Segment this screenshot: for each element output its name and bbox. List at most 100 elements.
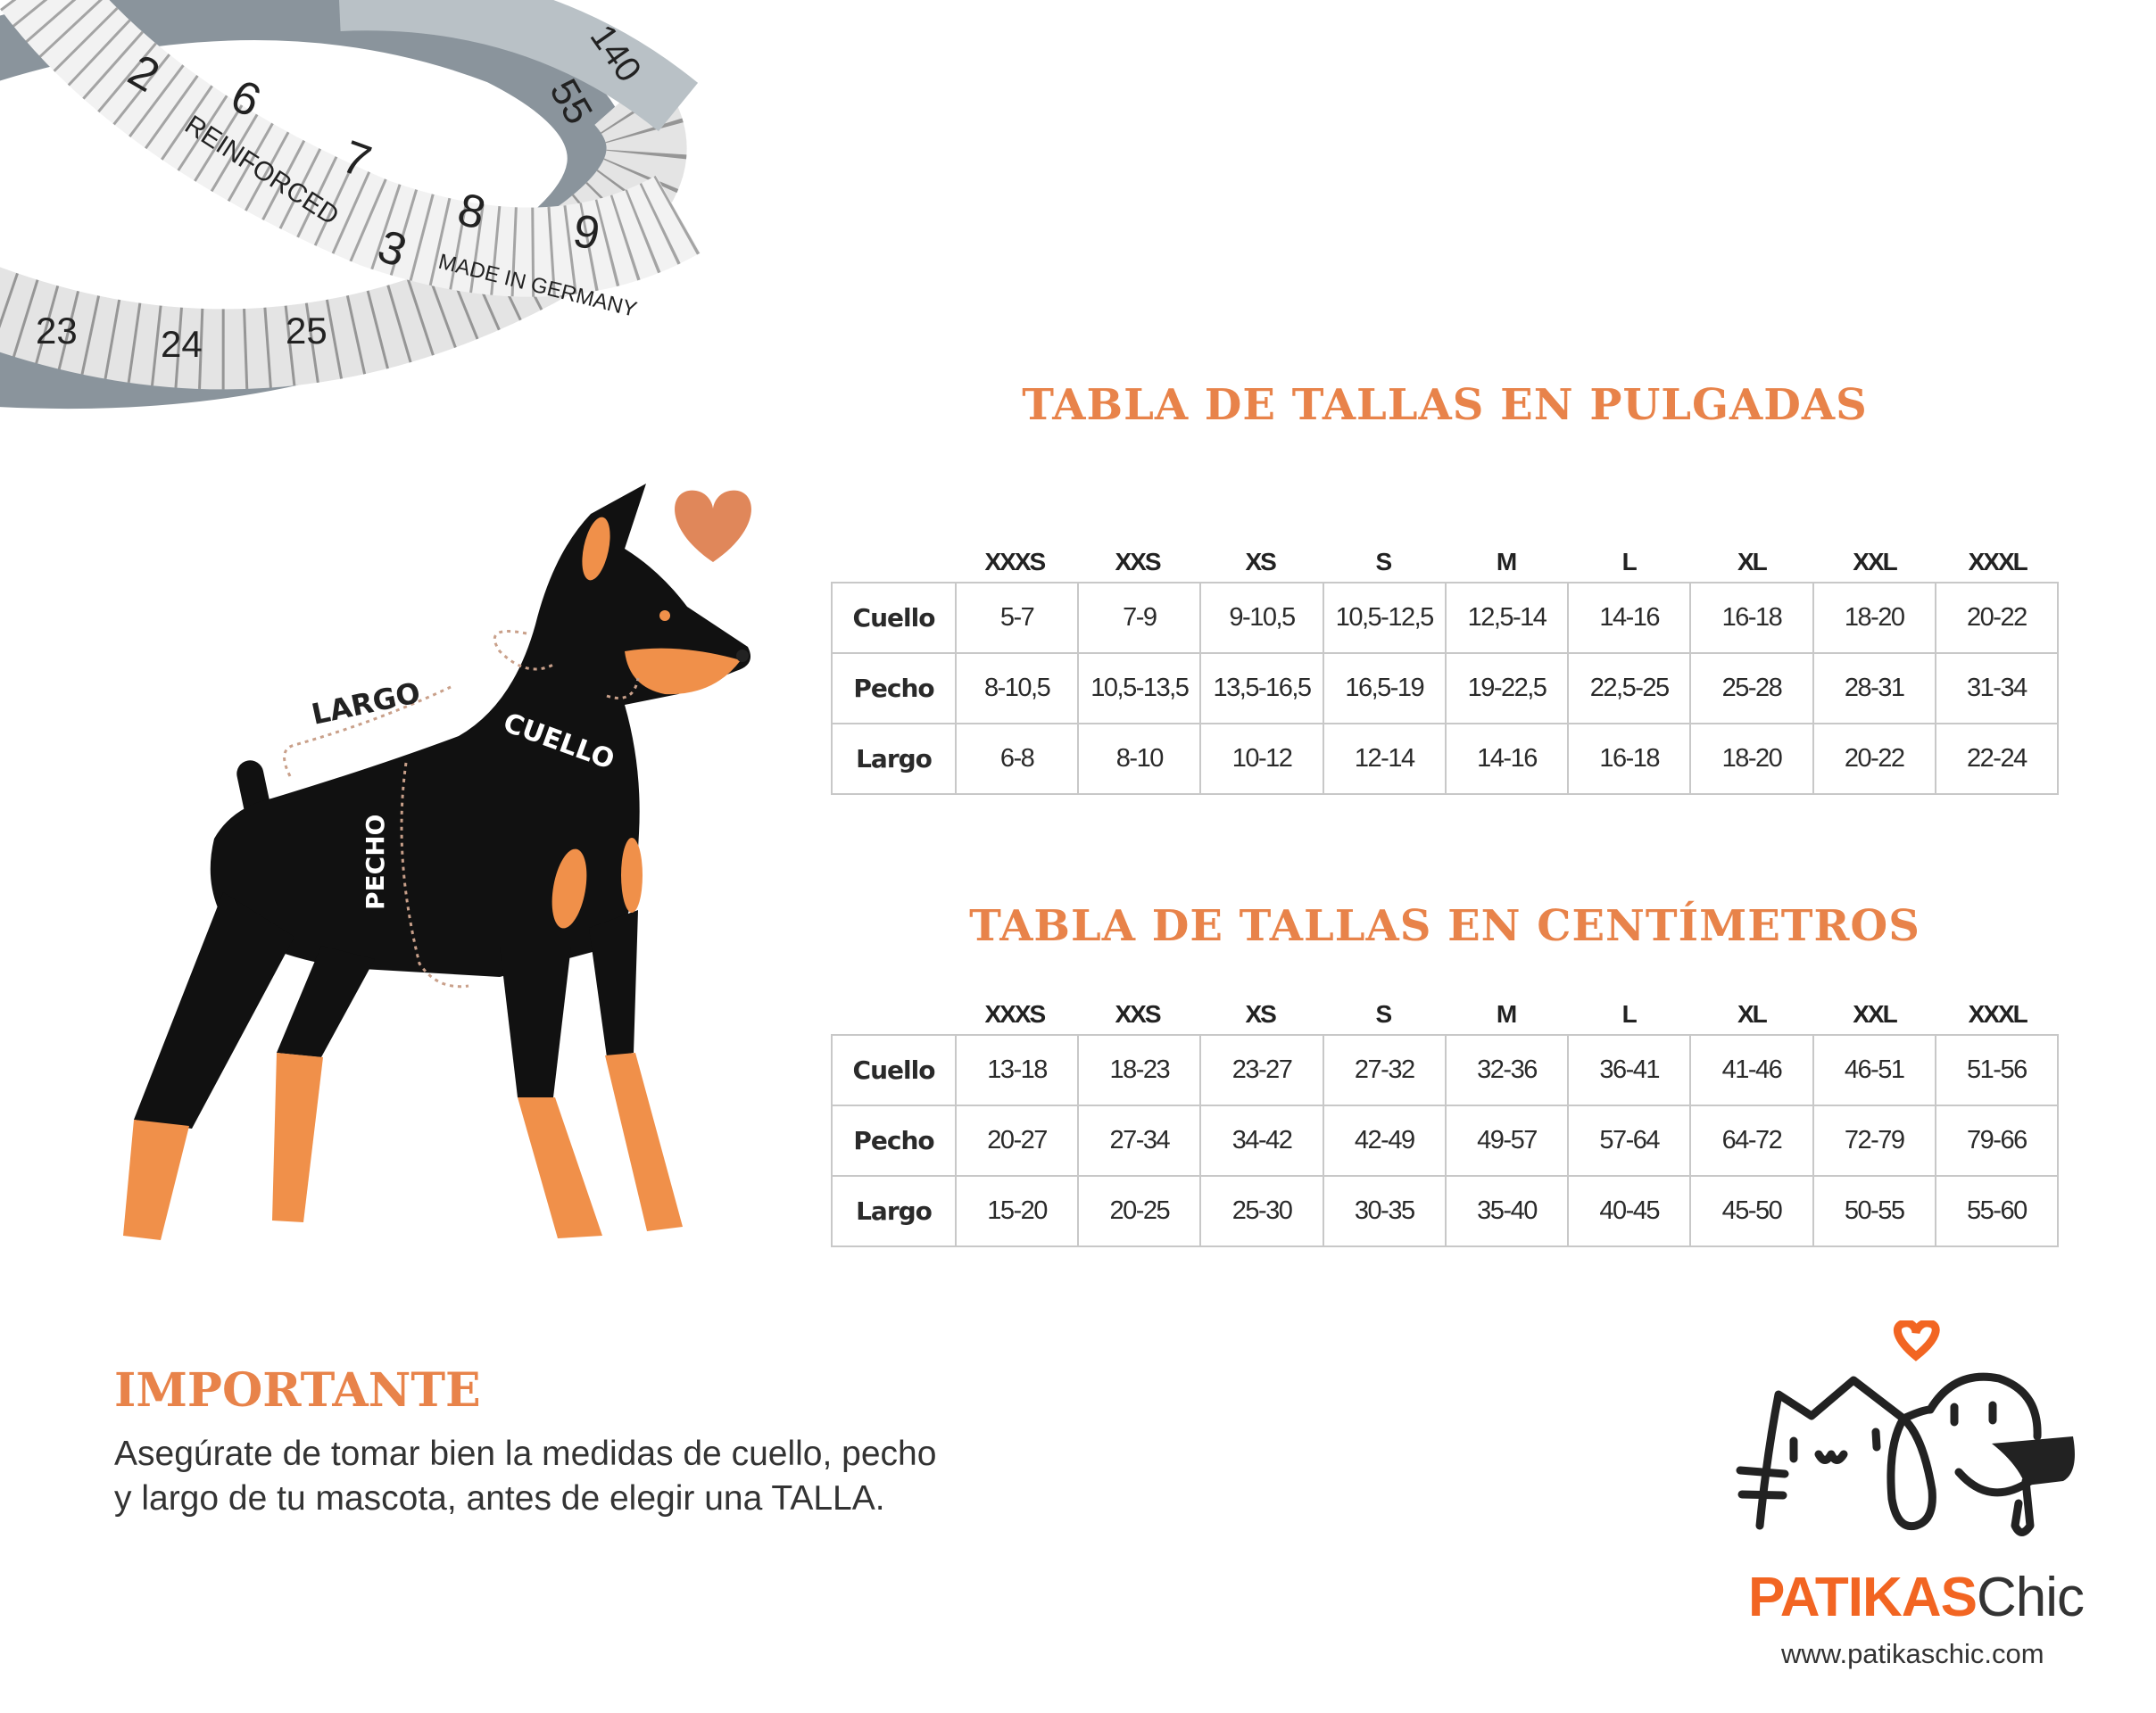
tape-band-top — [339, 0, 699, 132]
tape-band-front — [0, 0, 701, 297]
column-header: XXL — [1853, 548, 1897, 575]
logo-cat-dog-icon — [1736, 1372, 2042, 1536]
important-title: IMPORTANTE — [114, 1363, 481, 1418]
patikaschic-logo-drawing — [1736, 1320, 2075, 1536]
tape-measure-image: REINFORCED MADE IN GERMANY 2 3 6 7 8 9 2… — [0, 0, 701, 410]
row-label: Cuello — [852, 1055, 936, 1085]
table-cell: 13,5-16,5 — [1199, 654, 1322, 723]
table-cell: 28-31 — [1812, 654, 1935, 723]
table-cell: 20-22 — [1934, 583, 2057, 652]
table-cell: 72-79 — [1812, 1106, 1935, 1175]
column-header: XL — [1737, 548, 1768, 575]
row-label: Largo — [856, 1196, 933, 1226]
column-header: S — [1375, 1000, 1392, 1028]
table-row: Largo 15-20 20-25 25-30 30-35 35-40 40-45 45-50… — [833, 1175, 2057, 1245]
table-cell: 35-40 — [1444, 1177, 1567, 1245]
table-cell: 7-9 — [1077, 583, 1199, 652]
table-cell: 14-16 — [1567, 583, 1689, 652]
column-header: XXXL — [1968, 548, 2028, 575]
centimeters-size-table: XXXS XXS XS S M L XL XXL XXXL Cuello 13-1… — [831, 995, 2059, 1247]
row-label: Cuello — [852, 603, 936, 633]
table-header-row: XXXS XXS XS S M L XL XXL XXXL — [831, 542, 2059, 582]
table-cell: 46-51 — [1812, 1036, 1935, 1105]
table-cell: 55-60 — [1934, 1177, 2057, 1245]
table-cell: 40-45 — [1567, 1177, 1689, 1245]
table-cell: 79-66 — [1934, 1106, 2057, 1175]
table-cell: 10-12 — [1199, 724, 1322, 793]
tape-number: 23 — [36, 310, 78, 352]
table-cell: 10,5-12,5 — [1322, 583, 1445, 652]
table-cell: 22,5-25 — [1567, 654, 1689, 723]
table-cell: 30-35 — [1322, 1177, 1445, 1245]
table-cell: 32-36 — [1444, 1036, 1567, 1105]
table-cell: 15-20 — [955, 1177, 1077, 1245]
column-header: XXXS — [984, 1000, 1046, 1028]
table-cell: 42-49 — [1322, 1106, 1445, 1175]
table-cell: 64-72 — [1689, 1106, 1812, 1175]
logo-heart-icon — [1893, 1320, 1940, 1361]
website-url: www.patikaschic.com — [1781, 1638, 2044, 1669]
column-header: XS — [1245, 1000, 1276, 1028]
table-row: Pecho 20-27 27-34 34-42 42-49 49-57 57-64 64-72… — [833, 1105, 2057, 1175]
table-cell: 20-22 — [1812, 724, 1935, 793]
table-cell: 45-50 — [1689, 1177, 1812, 1245]
table-cell: 57-64 — [1567, 1106, 1689, 1175]
column-header: XS — [1245, 548, 1276, 575]
table-cell: 19-22,5 — [1444, 654, 1567, 723]
dog-label-pecho: PECHO — [361, 815, 390, 910]
brand-name-part2: Chic — [1976, 1567, 2085, 1628]
tape-number: 25 — [286, 310, 328, 352]
table-row: Cuello 13-18 18-23 23-27 27-32 32-36 36-41 41-4… — [833, 1036, 2057, 1105]
column-header: L — [1621, 548, 1638, 575]
table-cell: 20-27 — [955, 1106, 1077, 1175]
column-header: M — [1496, 548, 1517, 575]
column-header: XL — [1737, 1000, 1768, 1028]
inches-table-title: TABLA DE TALLAS EN PULGADAS — [1022, 380, 1868, 430]
table-cell: 12,5-14 — [1444, 583, 1567, 652]
column-header: XXXS — [984, 548, 1046, 575]
table-cell: 25-28 — [1689, 654, 1812, 723]
dog-silhouette — [123, 484, 751, 1240]
table-cell: 16-18 — [1567, 724, 1689, 793]
column-header: XXS — [1115, 1000, 1161, 1028]
table-cell: 22-24 — [1934, 724, 2057, 793]
table-cell: 36-41 — [1567, 1036, 1689, 1105]
table-cell: 18-23 — [1077, 1036, 1199, 1105]
table-cell: 27-32 — [1322, 1036, 1445, 1105]
table-cell: 34-42 — [1199, 1106, 1322, 1175]
dog-measurement-illustration: LARGO CUELLO PECHO — [123, 484, 751, 1240]
table-cell: 41-46 — [1689, 1036, 1812, 1105]
important-text-line: y largo de tu mascota, antes de elegir u… — [114, 1479, 885, 1518]
tape-ticks-front — [0, 0, 701, 297]
table-cell: 27-34 — [1077, 1106, 1199, 1175]
brand-name-part1: PATIKAS — [1748, 1567, 1978, 1628]
column-header: XXL — [1853, 1000, 1897, 1028]
table-cell: 8-10,5 — [955, 654, 1077, 723]
column-header: M — [1496, 1000, 1517, 1028]
table-cell: 5-7 — [955, 583, 1077, 652]
table-cell: 18-20 — [1812, 583, 1935, 652]
row-label: Pecho — [853, 674, 934, 703]
brand-name: PATIKASChic — [1748, 1566, 2085, 1629]
table-cell: 16,5-19 — [1322, 654, 1445, 723]
tape-ticks-lower — [0, 71, 687, 390]
table-cell: 9-10,5 — [1199, 583, 1322, 652]
table-cell: 49-57 — [1444, 1106, 1567, 1175]
row-label: Pecho — [853, 1126, 934, 1155]
table-cell: 8-10 — [1077, 724, 1199, 793]
measurement-arrows — [283, 630, 640, 989]
tape-number: 24 — [161, 323, 203, 365]
table-cell: 31-34 — [1934, 654, 2057, 723]
table-cell: 12-14 — [1322, 724, 1445, 793]
table-row: Cuello 5-7 7-9 9-10,5 10,5-12,5 12,5-14 14-16 1… — [833, 583, 2057, 652]
table-cell: 25-30 — [1199, 1177, 1322, 1245]
table-row: Pecho 8-10,5 10,5-13,5 13,5-16,5 16,5-19 19-2… — [833, 652, 2057, 723]
table-cell: 50-55 — [1812, 1177, 1935, 1245]
column-header: L — [1621, 1000, 1638, 1028]
logo-dog-nose-icon — [1992, 1436, 2075, 1485]
table-cell: 23-27 — [1199, 1036, 1322, 1105]
table-cell: 13-18 — [955, 1036, 1077, 1105]
table-cell: 18-20 — [1689, 724, 1812, 793]
column-header: XXXL — [1968, 1000, 2028, 1028]
